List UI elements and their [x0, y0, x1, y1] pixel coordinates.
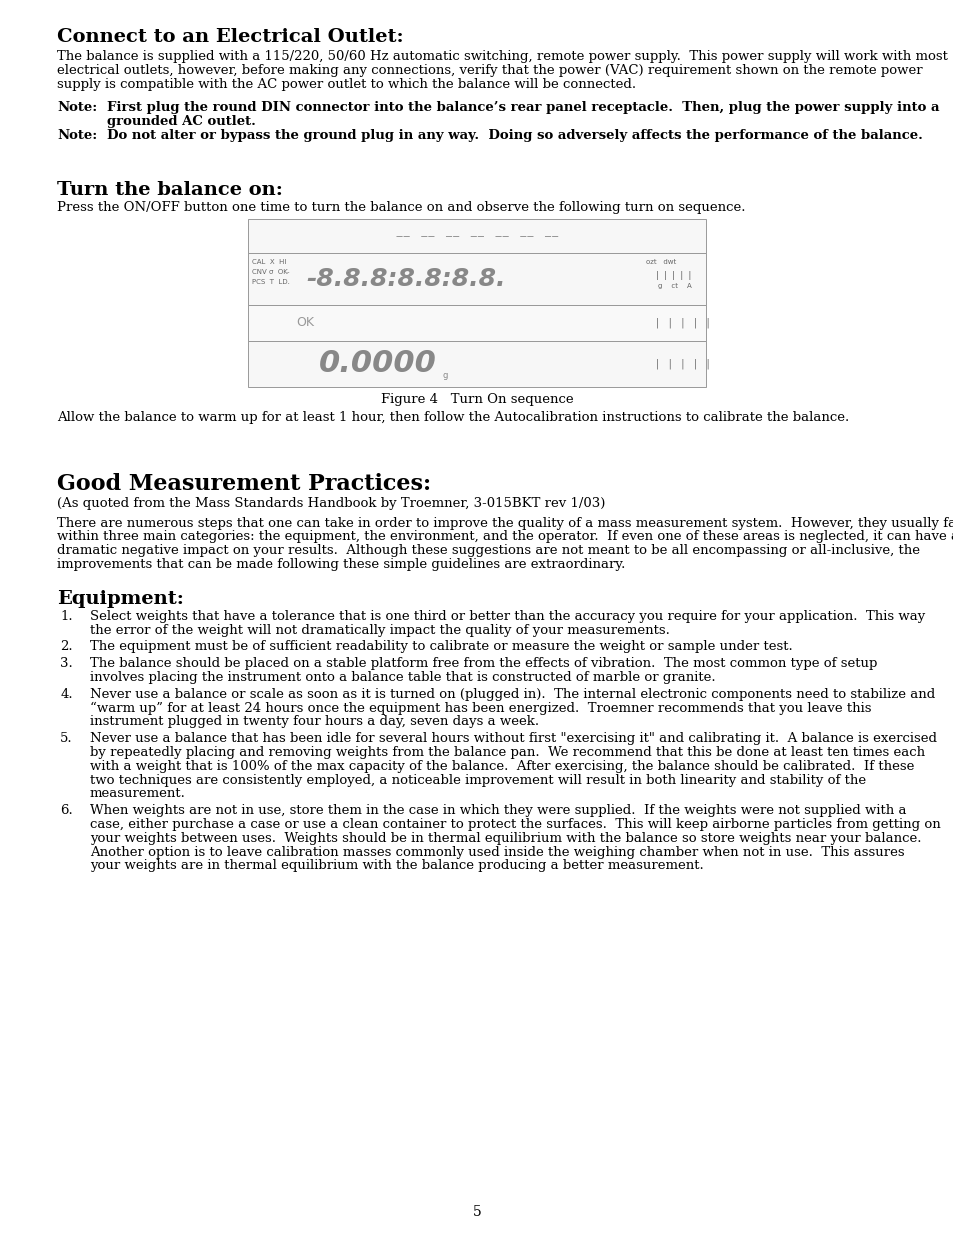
Text: two techniques are consistently employed, a noticeable improvement will result i: two techniques are consistently employed… [90, 773, 865, 787]
Text: g    ct    A: g ct A [658, 283, 691, 289]
Text: g: g [442, 370, 448, 380]
Text: the error of the weight will not dramatically impact the quality of your measure: the error of the weight will not dramati… [90, 624, 669, 636]
Text: by repeatedly placing and removing weights from the balance pan.  We recommend t: by repeatedly placing and removing weigh… [90, 746, 924, 760]
Bar [248, 305, 705, 341]
Text: Allow the balance to warm up for at least 1 hour, then follow the Autocalibratio: Allow the balance to warm up for at leas… [57, 411, 848, 424]
Text: your weights are in thermal equilibrium with the balance producing a better meas: your weights are in thermal equilibrium … [90, 860, 703, 872]
Text: 5: 5 [472, 1205, 481, 1219]
Text: dramatic negative impact on your results.  Although these suggestions are not me: dramatic negative impact on your results… [57, 545, 919, 557]
Text: Never use a balance that has been idle for several hours without first "exercisi: Never use a balance that has been idle f… [90, 732, 936, 745]
Text: 6.: 6. [60, 804, 73, 818]
Text: OK: OK [295, 316, 314, 330]
Text: within three main categories: the equipment, the environment, and the operator. : within three main categories: the equipm… [57, 530, 953, 543]
Text: 0.0000: 0.0000 [318, 350, 436, 378]
Text: Turn the balance on:: Turn the balance on: [57, 180, 283, 199]
Text: 5.: 5. [60, 732, 73, 745]
Text: When weights are not in use, store them in the case in which they were supplied.: When weights are not in use, store them … [90, 804, 905, 818]
Text: Never use a balance or scale as soon as it is turned on (plugged in).  The inter: Never use a balance or scale as soon as … [90, 688, 934, 700]
Text: Do not alter or bypass the ground plug in any way.  Doing so adversely affects t: Do not alter or bypass the ground plug i… [107, 128, 922, 142]
Text: The equipment must be of sufficient readability to calibrate or measure the weig: The equipment must be of sufficient read… [90, 641, 792, 653]
Text: grounded AC outlet.: grounded AC outlet. [107, 115, 255, 128]
Text: |   |   |   |   |: | | | | | [656, 317, 709, 329]
Text: 4.: 4. [60, 688, 73, 700]
Text: Note:: Note: [57, 128, 97, 142]
Text: Connect to an Electrical Outlet:: Connect to an Electrical Outlet: [57, 28, 403, 46]
Text: Another option is to leave calibration masses commonly used inside the weighing : Another option is to leave calibration m… [90, 846, 903, 858]
Text: electrical outlets, however, before making any connections, verify that the powe: electrical outlets, however, before maki… [57, 64, 922, 77]
Text: CAL  X  HI: CAL X HI [252, 259, 286, 264]
Text: case, either purchase a case or use a clean container to protect the surfaces.  : case, either purchase a case or use a cl… [90, 818, 940, 831]
Text: with a weight that is 100% of the max capacity of the balance.  After exercising: with a weight that is 100% of the max ca… [90, 760, 913, 773]
Text: PCS  T  LD.: PCS T LD. [252, 279, 290, 285]
Text: 2.: 2. [60, 641, 73, 653]
Text: measurement.: measurement. [90, 788, 186, 800]
Text: involves placing the instrument onto a balance table that is constructed of marb: involves placing the instrument onto a b… [90, 671, 715, 684]
Text: -8.8.8:8.8:8.8.: -8.8.8:8.8:8.8. [306, 267, 505, 290]
Text: |  |  |  |  |: | | | | | [656, 270, 691, 280]
Text: Figure 4   Turn On sequence: Figure 4 Turn On sequence [380, 393, 573, 406]
Text: There are numerous steps that one can take in order to improve the quality of a : There are numerous steps that one can ta… [57, 516, 953, 530]
Text: (As quoted from the Mass Standards Handbook by Troemner, 3-015BKT rev 1/03): (As quoted from the Mass Standards Handb… [57, 496, 605, 510]
Bar [248, 253, 705, 305]
Text: 3.: 3. [60, 657, 73, 671]
Text: Good Measurement Practices:: Good Measurement Practices: [57, 473, 431, 494]
Text: supply is compatible with the AC power outlet to which the balance will be conne: supply is compatible with the AC power o… [57, 78, 636, 90]
Text: Select weights that have a tolerance that is one third or better than the accura: Select weights that have a tolerance tha… [90, 610, 924, 622]
Text: “warm up” for at least 24 hours once the equipment has been energized.  Troemner: “warm up” for at least 24 hours once the… [90, 701, 871, 715]
Text: improvements that can be made following these simple guidelines are extraordinar: improvements that can be made following … [57, 558, 625, 571]
Text: The balance is supplied with a 115/220, 50/60 Hz automatic switching, remote pow: The balance is supplied with a 115/220, … [57, 49, 947, 63]
Text: instrument plugged in twenty four hours a day, seven days a week.: instrument plugged in twenty four hours … [90, 715, 538, 729]
Text: ozt   dwt: ozt dwt [645, 259, 676, 264]
Text: Equipment:: Equipment: [57, 590, 184, 608]
Text: 1.: 1. [60, 610, 73, 622]
Bar [248, 219, 705, 253]
Text: ‒‒   ‒‒   ‒‒   ‒‒   ‒‒   ‒‒   ‒‒: ‒‒ ‒‒ ‒‒ ‒‒ ‒‒ ‒‒ ‒‒ [395, 231, 558, 241]
Text: The balance should be placed on a stable platform free from the effects of vibra: The balance should be placed on a stable… [90, 657, 877, 671]
Text: Note:: Note: [57, 101, 97, 115]
Text: |   |   |   |   |: | | | | | [656, 358, 709, 369]
Text: First plug the round DIN connector into the balance’s rear panel receptacle.  Th: First plug the round DIN connector into … [107, 101, 939, 115]
Text: Press the ON/OFF button one time to turn the balance on and observe the followin: Press the ON/OFF button one time to turn… [57, 201, 744, 214]
Bar [248, 341, 705, 387]
Text: CNV σ  OK-: CNV σ OK- [252, 269, 289, 275]
Text: your weights between uses.  Weights should be in thermal equilibrium with the ba: your weights between uses. Weights shoul… [90, 832, 921, 845]
